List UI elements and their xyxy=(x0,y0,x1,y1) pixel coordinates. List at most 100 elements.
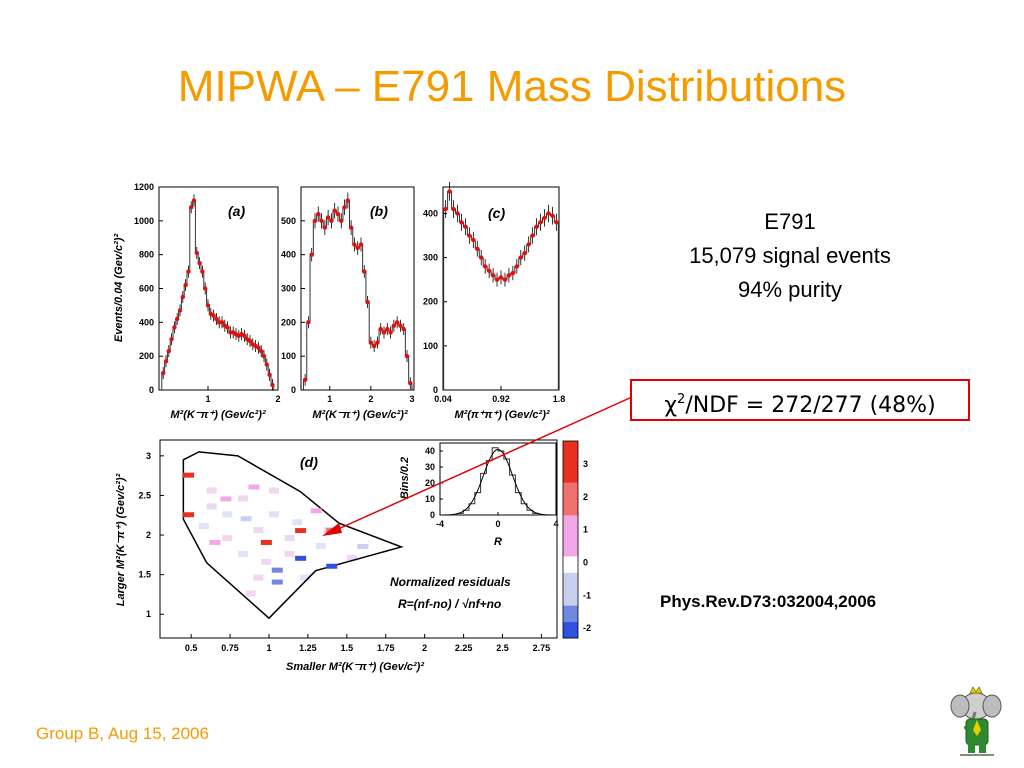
data-point xyxy=(546,211,551,216)
residual-cell xyxy=(326,563,338,569)
colorbar-band xyxy=(563,572,578,582)
inset-frame xyxy=(439,442,557,516)
y-tick-label: 600 xyxy=(139,284,154,294)
data-point xyxy=(325,215,331,220)
y-tick-label: 100 xyxy=(281,351,296,361)
residual-cell-faint xyxy=(198,523,209,530)
data-point xyxy=(194,250,199,256)
residual-cell xyxy=(220,496,232,502)
data-point xyxy=(447,189,452,194)
data-point xyxy=(256,345,261,350)
x-tick-label: 1.5 xyxy=(341,643,354,653)
data-point xyxy=(214,316,219,322)
data-point xyxy=(261,353,267,359)
y-tick-label: 1000 xyxy=(134,216,154,226)
data-point xyxy=(211,313,216,318)
y-tick-label: 2.5 xyxy=(138,490,151,500)
data-point xyxy=(316,211,321,217)
data-point xyxy=(381,330,387,335)
colorbar-band xyxy=(563,547,578,557)
inset-x-tick-label: 0 xyxy=(495,519,500,529)
data-point xyxy=(175,316,180,322)
inset-y-tick-label: 20 xyxy=(425,478,435,488)
data-point xyxy=(385,326,390,332)
colorbar-band xyxy=(563,457,578,467)
x-tick-label: 1.25 xyxy=(299,643,317,653)
data-point xyxy=(345,198,351,203)
data-point xyxy=(459,220,464,225)
residual-cell xyxy=(310,508,322,514)
colorbar-tick-label: -1 xyxy=(583,590,591,600)
data-point xyxy=(534,224,539,229)
colorbar-band xyxy=(563,588,578,598)
residual-cell-faint xyxy=(245,590,256,597)
data-point xyxy=(259,348,264,354)
data-point xyxy=(197,260,202,266)
colorbar-tick-label: -2 xyxy=(583,623,591,633)
data-point xyxy=(550,213,555,218)
colorbar-band xyxy=(563,465,578,475)
colorbar-band xyxy=(563,531,578,540)
residual-cell-faint xyxy=(346,554,357,561)
y-tick-label: 1200 xyxy=(134,182,154,192)
residuals-title: Normalized residuals xyxy=(390,575,511,589)
elephant-mascot-icon xyxy=(950,686,1002,756)
inset-y-axis-label: Bins/0.2 xyxy=(399,457,411,499)
y-tick-label: 0 xyxy=(291,385,296,395)
data-point xyxy=(467,233,472,238)
data-point xyxy=(264,362,269,367)
residual-cell-faint xyxy=(315,542,326,549)
x-axis-label: M²(K⁻π⁺) (Gev/c²)² xyxy=(312,409,408,421)
residual-cell xyxy=(295,555,307,561)
x-tick-label: 0.75 xyxy=(221,643,239,653)
data-point xyxy=(530,233,535,238)
x-tick-label: 2 xyxy=(422,643,427,653)
y-tick-label: 400 xyxy=(281,250,296,260)
data-point xyxy=(471,237,476,243)
data-point xyxy=(404,353,410,359)
data-point xyxy=(355,245,360,251)
residual-cell-faint xyxy=(206,487,217,494)
inset-y-tick-label: 0 xyxy=(430,510,435,520)
data-point xyxy=(463,224,468,229)
data-point xyxy=(371,343,377,349)
residual-cell xyxy=(240,516,252,522)
data-point xyxy=(498,275,504,280)
colorbar-tick-label: 0 xyxy=(583,557,588,567)
plot-panel-a: 0 200 400 600 800 1000 1200 1 2 (a) M²(K⁻π⁺) (Gev/… xyxy=(113,182,281,421)
plot-frame xyxy=(158,186,279,391)
x-tick-label: 2.5 xyxy=(496,643,509,653)
residual-cell xyxy=(357,543,369,549)
residuals-formula: R=(nf-no) / √nf+no xyxy=(398,597,501,611)
residual-cell-faint xyxy=(222,535,233,542)
y-tick-label: 300 xyxy=(423,253,438,263)
data-point xyxy=(225,325,230,330)
data-point xyxy=(502,277,508,282)
y-tick-label: 200 xyxy=(139,351,154,361)
residual-cell xyxy=(183,472,195,478)
x-tick-label: 2.25 xyxy=(455,643,473,653)
colorbar-band xyxy=(563,514,578,524)
colorbar-band xyxy=(563,482,578,491)
residual-cell xyxy=(209,539,221,545)
data-point xyxy=(362,269,367,274)
data-point xyxy=(302,377,308,383)
data-point xyxy=(332,208,337,213)
inset-x-tick-label: 4 xyxy=(553,519,558,529)
colorbar-tick-label: 3 xyxy=(583,459,588,469)
y-tick-label: 800 xyxy=(139,250,154,260)
y-tick-label: 100 xyxy=(423,341,438,351)
residual-cell xyxy=(271,567,283,573)
data-point xyxy=(538,220,543,225)
colorbar-band xyxy=(563,473,578,483)
data-point xyxy=(451,206,456,212)
x-tick-label: 1 xyxy=(205,394,210,404)
data-point xyxy=(398,323,403,328)
colorbar-band xyxy=(563,605,578,614)
data-point xyxy=(319,218,324,224)
data-point xyxy=(203,286,208,291)
y-tick-label: 200 xyxy=(281,317,296,327)
data-point xyxy=(242,333,247,339)
panel-label: (d) xyxy=(300,454,318,470)
